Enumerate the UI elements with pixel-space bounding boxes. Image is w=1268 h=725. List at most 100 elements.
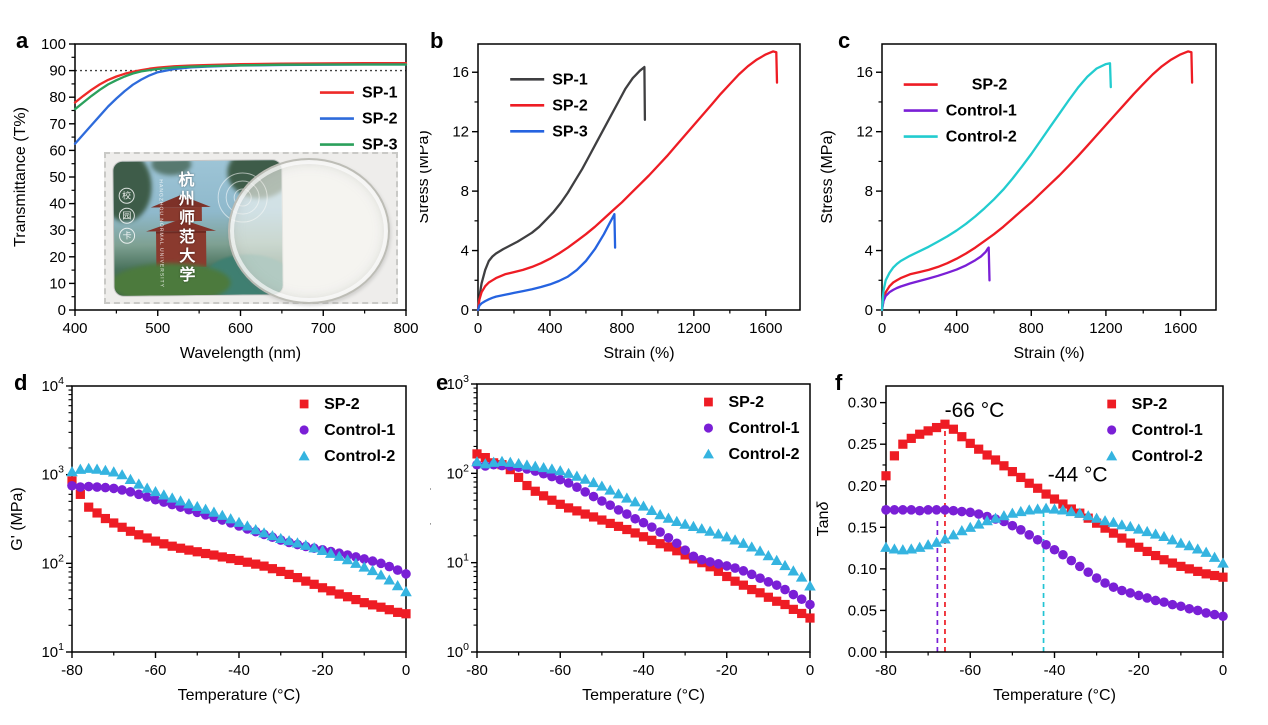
series-SP-3 <box>73 63 408 111</box>
y-axis-title: G'' (MPa) <box>430 485 431 552</box>
series-SP-2 <box>476 50 779 312</box>
series-Control-2 <box>880 62 1112 312</box>
series-Control-2 <box>880 502 1229 568</box>
legend-label: Control-1 <box>946 103 1017 120</box>
card-stamps: 校 园 卡 <box>118 187 136 244</box>
legend: SP-1 SP-2 SP-3 <box>319 85 398 154</box>
panel-b: b 0 400 800 1200 1600 Strain (%) 0 4 8 12 16 Stress… <box>415 20 820 372</box>
annotation: -66 °C <box>945 399 1005 422</box>
y-axis: 0 4 8 12 16 Stress (MPa) <box>415 64 478 319</box>
legend-label: SP-3 <box>362 137 398 154</box>
series-Control-1 <box>881 505 1228 622</box>
series-SP-3 <box>476 213 617 312</box>
x-axis-title: Temperature (°C) <box>993 687 1116 704</box>
panel-letter-b: b <box>430 28 444 53</box>
x-tick-label: -20 <box>1128 662 1150 679</box>
card-english-text: HANGZHOU NORMAL UNIVERSITY <box>157 179 165 289</box>
y-tick-label: 103 <box>41 464 64 484</box>
y-tick-label: 16 <box>856 64 873 81</box>
panel-e: e -80 -60 -40 -20 0 Temperature (°C) 100 101 102… <box>414 362 830 720</box>
x-tick-label: 0 <box>878 320 886 337</box>
legend: SP-2 Control-1 Control-2 <box>298 396 395 465</box>
x-tick-label: 600 <box>228 320 253 337</box>
y-axis: 0.00 0.05 0.10 0.15 0.20 0.25 0.30 Tanδ <box>815 395 886 661</box>
x-tick-label: 0 <box>402 662 410 679</box>
legend-label: Control-2 <box>946 129 1017 146</box>
x-tick-label: -80 <box>61 662 83 679</box>
legend-label: Control-1 <box>728 420 799 437</box>
chart-transmittance: 400 500 600 700 800 Wavelength (nm) 0 10 20 30 40 5… <box>0 20 420 372</box>
y-tick-label: 40 <box>49 196 66 213</box>
series-Control-1 <box>880 246 991 312</box>
y-tick-label: 30 <box>49 222 66 239</box>
x-tick-label: 400 <box>62 320 87 337</box>
stamp-char: 卡 <box>118 227 136 244</box>
x-tick-label: 800 <box>609 320 634 337</box>
legend-label: Control-2 <box>324 448 395 465</box>
legend-label: SP-2 <box>324 396 360 413</box>
stamp-char: 园 <box>118 207 135 224</box>
y-tick-label: 102 <box>41 552 64 572</box>
legend-label: Control-2 <box>1132 448 1203 465</box>
x-tick-label: 400 <box>537 320 562 337</box>
y-axis-title: Stress (MPa) <box>420 130 432 223</box>
x-axis: -80 -60 -40 -20 0 Temperature (°C) <box>875 652 1227 704</box>
y-tick-label: 103 <box>446 373 469 393</box>
y-tick-label: 100 <box>41 36 66 53</box>
chart-stress-strain-sp: 0 400 800 1200 1600 Strain (%) 0 4 8 12 16 Stress (… <box>415 20 820 372</box>
series-SP-2 <box>472 449 815 623</box>
x-tick-label: -80 <box>466 662 488 679</box>
transparent-film-disc <box>228 158 390 304</box>
y-tick-label: 0.00 <box>848 644 877 661</box>
y-tick-label: 102 <box>446 462 469 482</box>
x-axis: 0 400 800 1200 1600 Strain (%) <box>878 310 1197 362</box>
y-tick-label: 0 <box>58 302 66 319</box>
legend-label: SP-1 <box>552 71 588 88</box>
chart-svg: -80 -60 -40 -20 0 Temperature (°C) 0.00 0.05 0.1… <box>815 385 1229 704</box>
y-tick-label: 4 <box>865 243 873 260</box>
series-SP-2 <box>880 50 1194 312</box>
legend-label: Control-1 <box>324 422 395 439</box>
x-axis-title: Strain (%) <box>1013 345 1084 362</box>
y-tick-label: 0.20 <box>848 478 877 495</box>
x-axis: 400 500 600 700 800 Wavelength (nm) <box>62 310 419 362</box>
y-axis-title: Tanδ <box>815 501 832 537</box>
legend: SP-2 Control-1 Control-2 <box>702 394 800 463</box>
x-tick-label: 500 <box>145 320 170 337</box>
panel-d: d -80 -60 -40 -20 0 Temperature (°C) 101 102 103… <box>0 362 430 720</box>
y-tick-label: 12 <box>856 124 873 141</box>
y-axis: 101 102 103 104 G' (MPa) <box>9 375 72 661</box>
x-tick-label: -60 <box>959 662 981 679</box>
stamp-char: 校 <box>118 187 135 204</box>
y-axis-title: G' (MPa) <box>9 487 26 551</box>
chart-svg: 0 400 800 1200 1600 Strain (%) 0 4 8 12 16 Stress (… <box>415 43 801 362</box>
series-SP-1 <box>476 65 647 312</box>
series-Control-2 <box>66 462 412 597</box>
legend-label: SP-2 <box>362 111 398 128</box>
y-tick-label: 0.15 <box>848 519 877 536</box>
y-tick-label: 16 <box>452 64 469 81</box>
reference-lines <box>936 429 1045 652</box>
card-calligraphy-text: 杭州师范大学 <box>175 171 194 286</box>
x-tick-label: -40 <box>633 662 655 679</box>
y-tick-label: 4 <box>461 243 469 260</box>
y-tick-label: 101 <box>41 641 64 661</box>
x-tick-label: 700 <box>311 320 336 337</box>
chart-storage-modulus: -80 -60 -40 -20 0 Temperature (°C) 101 102 103 10… <box>0 362 430 720</box>
series-SP-1 <box>73 62 408 104</box>
x-tick-label: -20 <box>312 662 334 679</box>
legend: SP-2 Control-1 Control-2 <box>903 77 1017 146</box>
x-tick-label: 1200 <box>1089 320 1122 337</box>
y-tick-label: 8 <box>865 183 873 200</box>
y-tick-label: 12 <box>452 124 469 141</box>
y-tick-label: 20 <box>49 249 66 266</box>
x-tick-label: -40 <box>228 662 250 679</box>
legend-label: SP-2 <box>1132 396 1168 413</box>
x-tick-label: -60 <box>145 662 167 679</box>
chart-svg: 0 400 800 1200 1600 Strain (%) 0 4 8 12 16 Stress (… <box>819 43 1217 362</box>
y-tick-label: 90 <box>49 63 66 80</box>
legend: SP-1 SP-2 SP-3 <box>510 71 588 140</box>
y-axis-title: Transmittance (T%) <box>12 107 29 247</box>
